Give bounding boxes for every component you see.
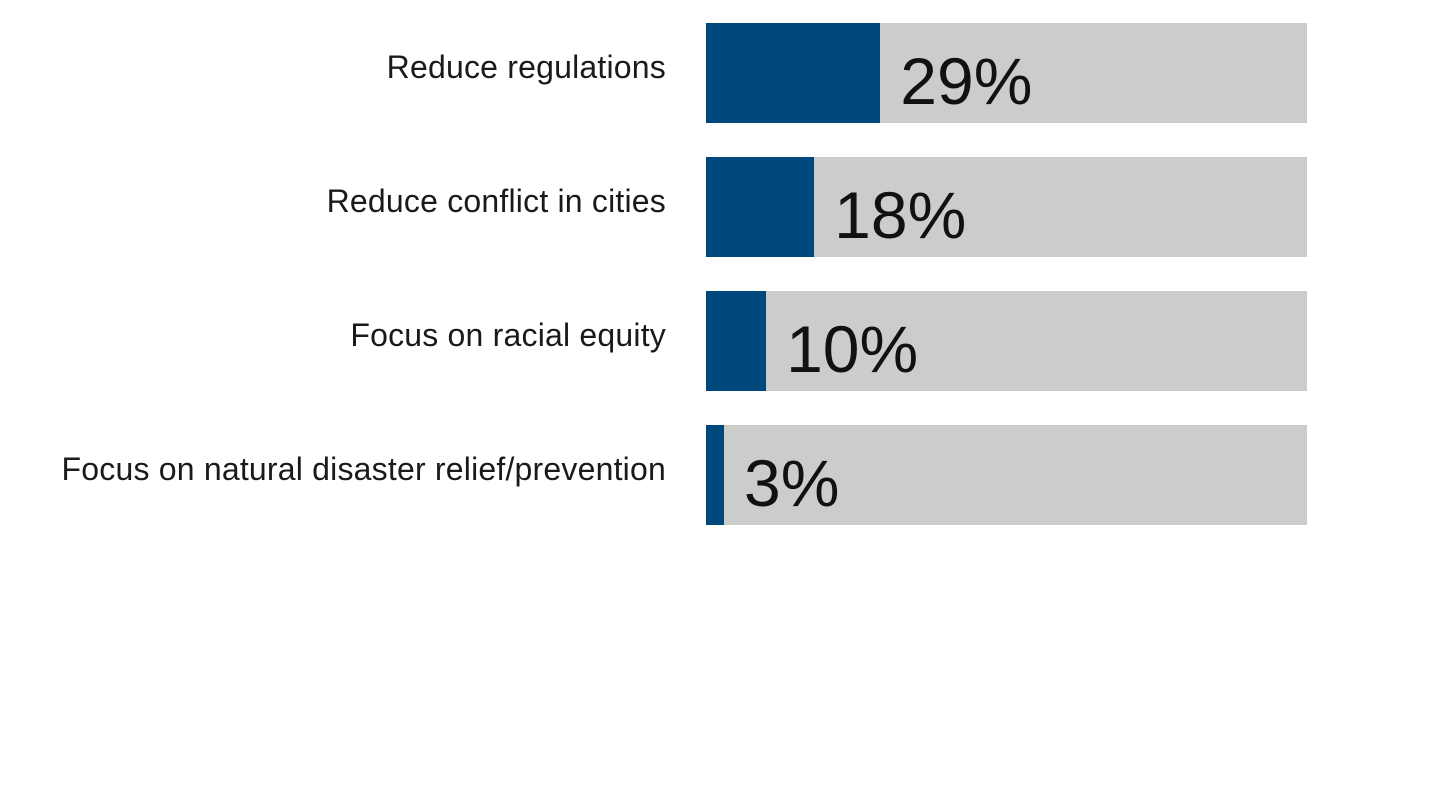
bar xyxy=(706,23,881,123)
bar xyxy=(706,157,815,257)
bar xyxy=(706,291,767,391)
category-label: Focus on natural disaster relief/prevent… xyxy=(61,450,666,487)
bar-track: 3% xyxy=(706,425,1307,525)
value-label: 10% xyxy=(786,312,919,386)
value-label: 18% xyxy=(834,178,967,252)
category-label: Reduce conflict in cities xyxy=(326,182,666,219)
bar xyxy=(706,425,725,525)
category-label: Focus on racial equity xyxy=(350,316,666,353)
category-label: Reduce regulations xyxy=(386,48,666,85)
bar-track: 29% xyxy=(706,23,1307,123)
bar-track: 10% xyxy=(706,291,1307,391)
bar-track: 18% xyxy=(706,157,1307,257)
value-label: 29% xyxy=(900,44,1033,118)
value-label: 3% xyxy=(744,446,840,520)
